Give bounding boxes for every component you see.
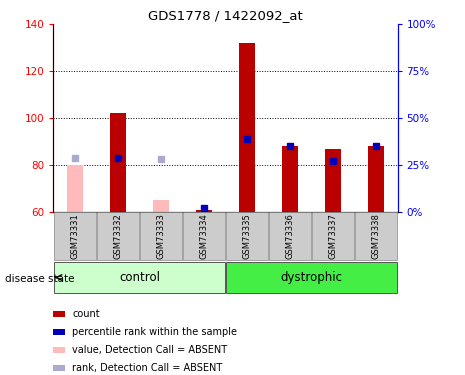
Text: GSM73336: GSM73336 [286, 213, 294, 259]
Text: disease state: disease state [5, 274, 74, 284]
Bar [325, 148, 341, 212]
Text: rank, Detection Call = ABSENT: rank, Detection Call = ABSENT [72, 363, 222, 373]
Text: value, Detection Call = ABSENT: value, Detection Call = ABSENT [72, 345, 227, 355]
Text: dystrophic: dystrophic [280, 271, 343, 284]
Bar [239, 43, 255, 212]
FancyBboxPatch shape [355, 212, 397, 260]
FancyBboxPatch shape [269, 212, 311, 260]
FancyBboxPatch shape [226, 212, 268, 260]
Bar [368, 146, 385, 212]
Text: GSM73333: GSM73333 [157, 213, 166, 259]
Bar [66, 165, 83, 212]
Text: GSM73332: GSM73332 [113, 213, 122, 259]
Title: GDS1778 / 1422092_at: GDS1778 / 1422092_at [148, 9, 303, 22]
Text: count: count [72, 309, 100, 319]
Bar [282, 146, 299, 212]
FancyBboxPatch shape [140, 212, 182, 260]
Text: GSM73331: GSM73331 [71, 213, 80, 259]
FancyBboxPatch shape [183, 212, 225, 260]
FancyBboxPatch shape [54, 262, 225, 293]
Bar [196, 210, 213, 212]
Text: GSM73334: GSM73334 [199, 213, 208, 259]
Text: GSM73335: GSM73335 [243, 213, 252, 259]
FancyBboxPatch shape [97, 212, 139, 260]
Bar [153, 200, 169, 212]
FancyBboxPatch shape [312, 212, 354, 260]
FancyBboxPatch shape [54, 212, 96, 260]
Bar [110, 113, 126, 212]
Text: GSM73338: GSM73338 [372, 213, 380, 259]
FancyBboxPatch shape [226, 262, 397, 293]
Text: percentile rank within the sample: percentile rank within the sample [72, 327, 237, 337]
Text: GSM73337: GSM73337 [329, 213, 338, 259]
Text: control: control [119, 271, 160, 284]
